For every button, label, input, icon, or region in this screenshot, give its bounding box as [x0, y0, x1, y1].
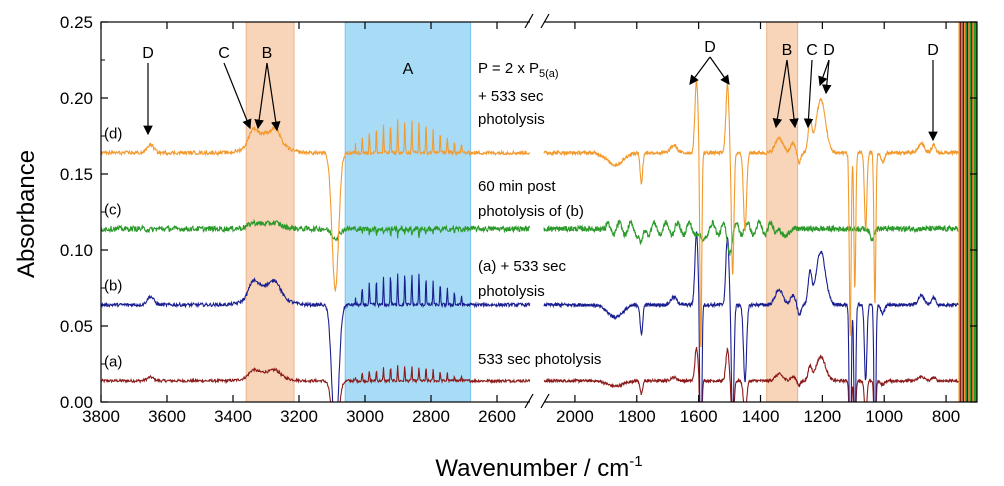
x-tick-label: 3400 [214, 407, 252, 426]
annotation-c: 60 min post photolysis of (b) [478, 178, 584, 220]
peak-arrow [223, 62, 252, 130]
x-tick-label: 1200 [803, 407, 841, 426]
spectrum-d-left [101, 119, 531, 293]
annotation-c-line2: photolysis of (b) [478, 203, 584, 220]
peak-arrow [786, 59, 799, 129]
peak-label-b: B [782, 42, 793, 59]
x-tick-label: 2000 [556, 407, 594, 426]
annotation-c-line1: 60 min post [478, 178, 556, 195]
peak-arrow [818, 59, 830, 87]
y-axis-ticks: 0.00 0.05 0.10 0.15 0.20 0.25 [60, 13, 977, 412]
x-tick-label: 2600 [478, 407, 516, 426]
y-tick-label: 0.15 [60, 165, 93, 184]
svg-text:P = 2 x P5(a): P = 2 x P5(a) [478, 60, 559, 80]
intrusion-bar [973, 22, 977, 402]
x-tick-label: 3800 [82, 407, 120, 426]
y-tick-label: 0.00 [60, 393, 93, 412]
x-tick-label: 800 [932, 407, 960, 426]
annotation-a-line1: 533 sec photolysis [478, 351, 601, 368]
x-axis-ticks: 3800 3600 3400 3200 3000 2800 2600 2000 1800 1600… [82, 22, 960, 426]
x-tick-label: 1400 [742, 407, 780, 426]
annotation-a: 533 sec photolysis [478, 351, 601, 368]
y-tick-label: 0.25 [60, 13, 93, 32]
spectrum-d-right [543, 78, 959, 348]
y-axis-title: Absorbance [13, 150, 40, 278]
highlight-bands [245, 22, 799, 402]
annotation-b-line2: photolysis [478, 283, 545, 300]
y-tick-label: 0.10 [60, 241, 93, 260]
x-tick-label: 1000 [865, 407, 903, 426]
band-a-0 [344, 22, 472, 402]
x-tick-label: 3200 [280, 407, 318, 426]
annotation-d-line2: + 533 sec [478, 88, 544, 105]
series-labels: (a) (b) (c) (d) [104, 126, 122, 371]
peak-arrow [803, 59, 814, 129]
spectrum-c-right [543, 219, 959, 256]
annotation-d-subscript: 5(a) [539, 68, 559, 80]
peak-arrow [772, 59, 788, 129]
peak-arrow [689, 56, 711, 85]
peak-label-d: D [704, 39, 716, 56]
axis-break-marks [524, 13, 550, 409]
spectrum-a-left [101, 365, 531, 402]
series-label-d: (d) [104, 126, 122, 143]
series-label-a: (a) [104, 354, 122, 371]
annotation-b-line1: (a) + 533 sec [478, 258, 566, 275]
peak-arrow [709, 56, 730, 85]
spectrum-a-right [543, 346, 959, 402]
series-label-c: (c) [104, 202, 122, 219]
x-tick-label: 1800 [618, 407, 656, 426]
peak-label-d: D [927, 42, 939, 59]
spectrum-c-left [101, 218, 531, 242]
spectrum-b-right [543, 231, 959, 402]
annotation-d-line3: photolysis [478, 111, 545, 128]
x-tick-label: 3000 [346, 407, 384, 426]
axis-break-gap [530, 396, 544, 410]
axis-break-gap-top [530, 16, 544, 28]
peak-label-d: D [142, 45, 154, 62]
x-tick-label: 3600 [148, 407, 186, 426]
band-b-1 [245, 22, 295, 402]
annotation-d-line1: P = 2 x P [478, 60, 539, 77]
x-axis-title-superscript: -1 [629, 453, 642, 470]
peak-label-b: B [262, 45, 273, 62]
band-b-2 [766, 22, 799, 402]
peak-label-c: C [806, 42, 818, 59]
spectrum-b-left [101, 273, 531, 402]
band-labels: A [403, 61, 414, 78]
x-axis-title-main: Wavenumber / cm [435, 455, 629, 482]
peak-label-d: D [823, 42, 835, 59]
peak-arrow [266, 62, 281, 132]
y-tick-label: 0.05 [60, 317, 93, 336]
band-a-label: A [403, 61, 414, 78]
peak-label-c: C [218, 45, 230, 62]
x-tick-label: 1600 [680, 407, 718, 426]
x-tick-label: 2800 [412, 407, 450, 426]
annotation-b: (a) + 533 sec photolysis [478, 258, 566, 300]
annotation-d: P = 2 x P5(a) + 533 sec photolysis [478, 60, 559, 128]
x-axis-title: Wavenumber / cm-1 [435, 453, 642, 482]
series-label-b: (b) [104, 278, 122, 295]
y-tick-label: 0.20 [60, 89, 93, 108]
spectra-series [101, 78, 959, 402]
peak-arrow [821, 59, 832, 95]
peak-arrow [254, 62, 268, 130]
far-right-intrusions [958, 22, 977, 402]
